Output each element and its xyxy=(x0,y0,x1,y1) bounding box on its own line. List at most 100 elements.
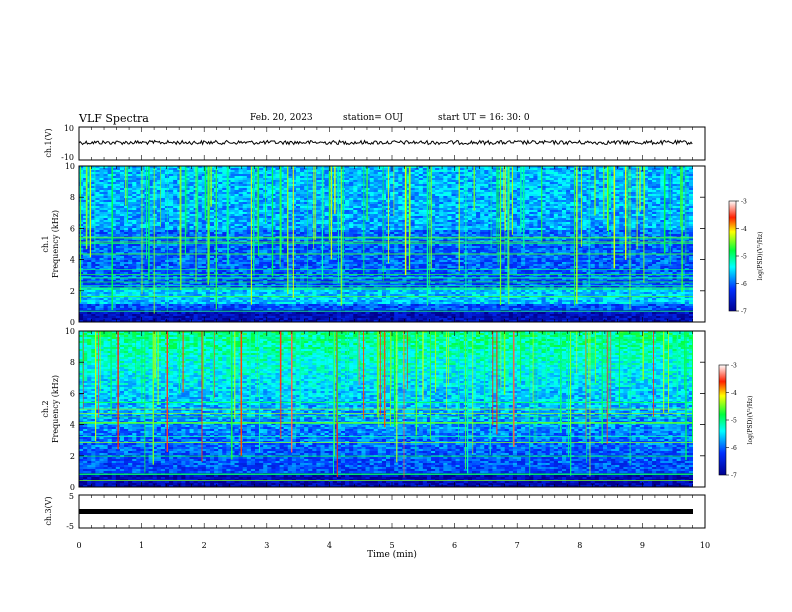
spec1-cell xyxy=(558,182,562,184)
spec1-cell xyxy=(411,200,415,202)
spec1-cell xyxy=(513,180,517,182)
spec1-cell xyxy=(443,208,447,210)
spec1-cell xyxy=(382,188,386,190)
spec1-cell xyxy=(345,178,349,180)
spec1-cell xyxy=(513,182,517,184)
spec1-cell xyxy=(689,198,693,200)
spec1-cell xyxy=(79,198,83,200)
spec1-cell xyxy=(337,184,341,186)
spec1-cell xyxy=(566,192,570,194)
spec1-cell xyxy=(132,168,136,170)
spec1-cell xyxy=(668,198,672,200)
spec1-cell xyxy=(128,182,132,184)
spec1-cell xyxy=(345,194,349,196)
spec1-cell xyxy=(353,188,357,190)
spec1-cell xyxy=(308,170,312,172)
spec1-cell xyxy=(652,190,656,192)
spec1-cell xyxy=(619,182,623,184)
spec1-cell xyxy=(345,172,349,174)
spec1-cell xyxy=(558,208,562,210)
spec1-cell xyxy=(99,188,103,190)
spec1-cell xyxy=(108,204,112,206)
spec1-cell xyxy=(161,204,165,206)
spec1-cell xyxy=(259,178,263,180)
spec1-cell xyxy=(95,182,99,184)
spec1-cell xyxy=(325,174,329,176)
spec1-cell xyxy=(292,172,296,174)
spec1-cell xyxy=(161,208,165,210)
spec1-cell xyxy=(501,172,505,174)
spec1-cell xyxy=(169,186,173,188)
spec1-cell xyxy=(411,178,415,180)
spec1-cell xyxy=(292,196,296,198)
spec1-cell xyxy=(128,202,132,204)
spec1-cell xyxy=(582,196,586,198)
spec1-cell xyxy=(132,182,136,184)
spec1-cell xyxy=(689,174,693,176)
spec1-cell xyxy=(128,198,132,200)
spec1-cell xyxy=(685,178,689,180)
spec1-cell xyxy=(484,168,488,170)
spec1-cell xyxy=(513,190,517,192)
spec1-cell xyxy=(292,170,296,172)
spec1-cell xyxy=(304,190,308,192)
spec1-cell xyxy=(198,176,202,178)
spec1-cell xyxy=(239,186,243,188)
spec1-cell xyxy=(239,200,243,202)
spec1-cell xyxy=(108,190,112,192)
spec1-cell xyxy=(681,200,685,202)
spec1-cell xyxy=(235,174,239,176)
spec1-cell xyxy=(300,198,304,200)
spec1-cell xyxy=(681,180,685,182)
spec1-cell xyxy=(337,196,341,198)
spec1-cell xyxy=(619,170,623,172)
spec1-cell xyxy=(345,204,349,206)
spec1-cell xyxy=(501,198,505,200)
spec1-cell xyxy=(349,200,353,202)
spec1-cell xyxy=(349,204,353,206)
spec1-cell xyxy=(513,202,517,204)
spec1-cell xyxy=(132,202,136,204)
spec1-cell xyxy=(108,168,112,170)
spec1-cell xyxy=(243,172,247,174)
spec1-cell xyxy=(501,202,505,204)
spec1-cell xyxy=(370,174,374,176)
spec1-cell xyxy=(95,188,99,190)
spec1-cell xyxy=(300,192,304,194)
spec1-cell xyxy=(337,174,341,176)
spec1-cell xyxy=(218,194,222,196)
spec1-cell xyxy=(652,168,656,170)
spec1-cell xyxy=(558,168,562,170)
spec1-cell xyxy=(689,208,693,210)
spec1-cell xyxy=(443,168,447,170)
spec1-cell xyxy=(370,190,374,192)
spec1-cell xyxy=(239,202,243,204)
spec1-cell xyxy=(632,190,636,192)
spec1-cell xyxy=(161,170,165,172)
spec1-cell xyxy=(247,180,251,182)
spec1-cell xyxy=(513,186,517,188)
spec1-cell xyxy=(169,200,173,202)
spec1-cell xyxy=(128,194,132,196)
spec1-cell xyxy=(296,176,300,178)
spec1-cell xyxy=(120,168,124,170)
spec1-cell xyxy=(681,170,685,172)
spec1-cell xyxy=(345,190,349,192)
spec1-cell xyxy=(423,186,427,188)
spec1-cell xyxy=(570,184,574,186)
spec1-cell xyxy=(136,192,140,194)
spec1-cell xyxy=(582,182,586,184)
spec1-cell xyxy=(681,178,685,180)
spec1-cell xyxy=(185,188,189,190)
spec1-cell xyxy=(99,178,103,180)
spec1-cell xyxy=(615,178,619,180)
spec1-cell xyxy=(689,204,693,206)
spec1-cell xyxy=(243,210,247,212)
spec1-cell xyxy=(476,170,480,172)
spec1-cell xyxy=(267,208,271,210)
spec1-cell xyxy=(673,168,677,170)
spec1-cell xyxy=(582,168,586,170)
spec1-cell xyxy=(132,210,136,212)
spec1-cell xyxy=(378,190,382,192)
spec1-cell xyxy=(484,202,488,204)
